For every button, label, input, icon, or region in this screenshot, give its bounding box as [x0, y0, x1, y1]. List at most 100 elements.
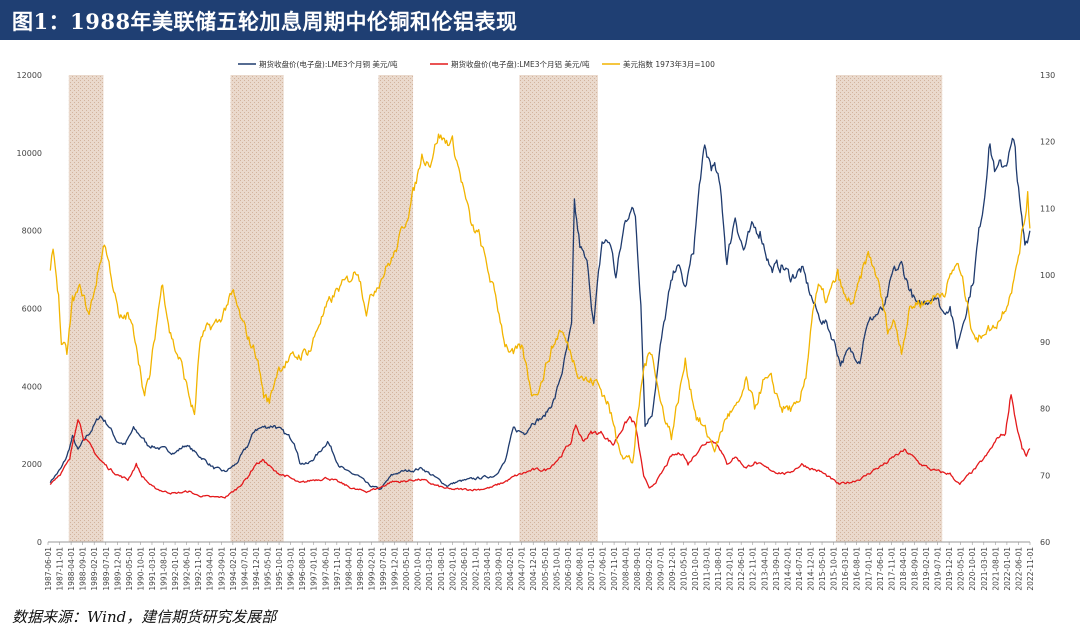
x-tick-label: 1994-07-01: [240, 547, 249, 591]
x-tick-label: 2017-01-01: [864, 547, 873, 591]
x-tick-label: 1990-05-01: [125, 547, 134, 591]
x-tick-label: 1992-06-01: [183, 547, 192, 591]
x-tick-label: 2011-08-01: [714, 547, 723, 591]
x-tick-label: 2001-03-01: [425, 547, 434, 591]
y-right-tick-label: 60: [1040, 538, 1050, 547]
y-left-tick-label: 10000: [17, 149, 42, 158]
series-line-dollar-index: [49, 133, 1031, 464]
x-tick-label: 2019-02-01: [922, 547, 931, 591]
x-tick-label: 2006-03-01: [564, 547, 573, 591]
x-tick-label: 2017-11-01: [887, 547, 896, 591]
x-tick-label: 2018-04-01: [899, 547, 908, 591]
x-tick-label: 2009-02-01: [645, 547, 654, 591]
x-tick-label: 2002-06-01: [460, 547, 469, 591]
x-tick-label: 2020-05-01: [957, 547, 966, 591]
x-tick-label: 2022-06-01: [1014, 547, 1023, 591]
x-tick-label: 1989-12-01: [113, 547, 122, 591]
x-tick-label: 2014-07-01: [795, 547, 804, 591]
rate-hike-period-shade: [378, 75, 414, 542]
y-right-tick-label: 120: [1040, 138, 1055, 147]
x-tick-label: 2022-01-01: [1003, 547, 1012, 591]
x-tick-label: 1992-11-01: [194, 547, 203, 591]
x-tick-label: 2002-01-01: [448, 547, 457, 591]
y-right-tick-label: 110: [1040, 204, 1055, 213]
x-tick-label: 2004-02-01: [506, 547, 515, 591]
y-left-tick-label: 0: [37, 538, 42, 547]
x-tick-label: 2016-08-01: [853, 547, 862, 591]
x-tick-label: 1992-01-01: [171, 547, 180, 591]
line-chart: 0 2000 4000 6000 8000 10000 12000 60 70 80 90 100 11…: [17, 59, 1056, 591]
x-tick-label: 2013-09-01: [772, 547, 781, 591]
x-tick-label: 2019-07-01: [934, 547, 943, 591]
x-tick-label: 2021-03-01: [980, 547, 989, 591]
series-line-aluminum: [49, 394, 1031, 499]
x-tick-label: 1996-03-01: [287, 547, 296, 591]
x-tick-label: 1991-08-01: [160, 547, 169, 591]
legend-label: 期货收盘价(电子盘):LME3个月铝 美元/吨: [451, 59, 590, 69]
x-tick-label: 1989-02-01: [90, 547, 99, 591]
x-tick-label: 1999-07-01: [379, 547, 388, 591]
y-right-tick-label: 100: [1040, 271, 1055, 280]
x-tick-label: 1988-09-01: [79, 547, 88, 591]
x-tick-label: 2005-05-01: [541, 547, 550, 591]
x-tick-label: 1997-11-01: [333, 547, 342, 591]
rate-hike-period-shade: [230, 75, 284, 542]
y-right-tick-label: 130: [1040, 71, 1055, 80]
x-tick-label: 2007-01-01: [587, 547, 596, 591]
x-tick-label: 2012-11-01: [749, 547, 758, 591]
x-tick-label: 1995-10-01: [275, 547, 284, 591]
x-tick-label: 1999-12-01: [391, 547, 400, 591]
x-tick-label: 1996-08-01: [298, 547, 307, 591]
x-tick-label: 2004-07-01: [518, 547, 527, 591]
x-tick-label: 2010-10-01: [691, 547, 700, 591]
x-tick-label: 2020-10-01: [968, 547, 977, 591]
rate-hike-period-shade: [519, 75, 598, 542]
x-tick-label: 1987-06-01: [44, 547, 53, 591]
legend-label: 美元指数 1973年3月=100: [623, 59, 715, 69]
x-tick-label: 1994-12-01: [252, 547, 261, 591]
x-tick-label: 1997-06-01: [321, 547, 330, 591]
x-tick-label: 2001-08-01: [437, 547, 446, 591]
x-tick-label: 2014-02-01: [783, 547, 792, 591]
x-tick-label: 2008-09-01: [633, 547, 642, 591]
x-tick-label: 2022-11-01: [1026, 547, 1035, 591]
series-line-copper: [49, 137, 1031, 491]
x-tick-label: 2000-10-01: [414, 547, 423, 591]
x-tick-label: 2019-12-01: [945, 547, 954, 591]
x-tick-label: 2012-06-01: [737, 547, 746, 591]
x-tick-label: 2010-05-01: [679, 547, 688, 591]
y-left-tick-label: 4000: [22, 382, 42, 391]
x-tick-label: 2012-01-01: [726, 547, 735, 591]
y-left-tick-label: 8000: [22, 227, 42, 236]
y-left-tick-label: 12000: [17, 71, 42, 80]
x-tick-label: 2005-10-01: [552, 547, 561, 591]
x-tick-label: 1998-04-01: [344, 547, 353, 591]
x-tick-label: 1988-04-01: [67, 547, 76, 591]
x-tick-label: 2008-04-01: [622, 547, 631, 591]
legend-label: 期货收盘价(电子盘):LME3个月铜 美元/吨: [259, 59, 398, 69]
chart-title: 图1：1988年美联储五轮加息周期中伦铜和伦铝表现: [12, 9, 518, 34]
x-tick-label: 1991-03-01: [148, 547, 157, 591]
x-tick-label: 2007-06-01: [599, 547, 608, 591]
x-tick-label: 2003-09-01: [495, 547, 504, 591]
x-tick-label: 1993-04-01: [206, 547, 215, 591]
x-tick-label: 2009-12-01: [668, 547, 677, 591]
x-tick-label: 2000-05-01: [402, 547, 411, 591]
chart-area: 0 2000 4000 6000 8000 10000 12000 60 70 80 90 100 11…: [0, 48, 1080, 600]
x-tick-label: 1987-11-01: [56, 547, 65, 591]
x-tick-label: 2015-10-01: [830, 547, 839, 591]
y-left-tick-label: 6000: [22, 305, 42, 314]
x-tick-label: 2017-06-01: [876, 547, 885, 591]
x-tick-label: 2007-11-01: [610, 547, 619, 591]
x-tick-label: 2002-11-01: [471, 547, 480, 591]
x-tick-label: 1990-10-01: [136, 547, 145, 591]
y-right-tick-label: 70: [1040, 471, 1050, 480]
x-tick-label: 1989-07-01: [102, 547, 111, 591]
x-tick-label: 2014-12-01: [806, 547, 815, 591]
y-right-tick-label: 80: [1040, 405, 1050, 414]
x-tick-label: 2009-07-01: [656, 547, 665, 591]
data-source-note: 数据来源：Wind，建信期货研究发展部: [12, 608, 277, 626]
x-tick-label: 2003-04-01: [483, 547, 492, 591]
y-right-tick-label: 90: [1040, 338, 1050, 347]
x-tick-label: 2006-08-01: [575, 547, 584, 591]
